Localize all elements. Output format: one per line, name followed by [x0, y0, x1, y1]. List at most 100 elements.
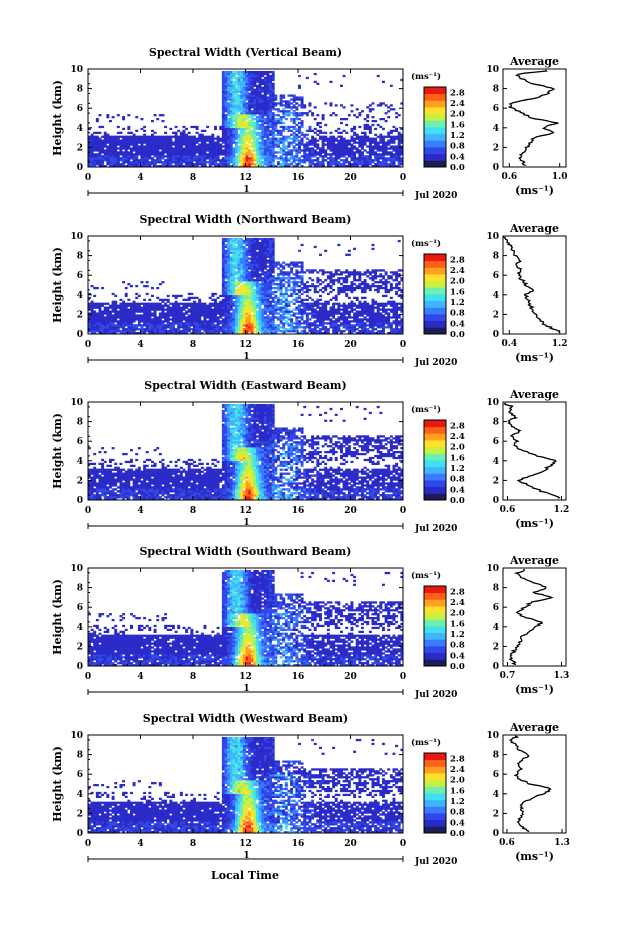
heatmap-cell [282, 304, 286, 307]
heatmap-cell [300, 302, 304, 305]
heatmap-cell [397, 139, 401, 142]
heatmap-cell [379, 118, 383, 121]
heatmap-cell [169, 332, 173, 335]
heatmap-cell [221, 78, 225, 82]
heatmap-cell [109, 143, 112, 146]
heatmap-cell [151, 302, 154, 305]
heatmap-cell [284, 125, 288, 129]
heatmap-cell [235, 147, 238, 150]
heatmap-cell [119, 320, 123, 323]
heatmap-cell [261, 259, 265, 262]
heatmap-cell [227, 265, 231, 268]
heatmap-cell [263, 302, 267, 305]
heatmap-cell [132, 310, 136, 313]
heatmap-cell [282, 332, 286, 335]
heatmap-cell [240, 243, 244, 247]
heatmap-cell [232, 330, 236, 333]
heatmap-cell [261, 165, 265, 168]
heatmap-cell [261, 127, 265, 131]
heatmap-cell [277, 145, 280, 148]
heatmap-cell [109, 322, 112, 325]
heatmap-cell [221, 121, 225, 125]
heatmap-cell [224, 253, 228, 256]
heatmap-cell [164, 143, 168, 146]
heatmap-cell [95, 145, 99, 148]
heatmap-cell [271, 263, 275, 266]
heatmap-cell [376, 123, 380, 127]
heatmap-cell [266, 269, 270, 272]
heatmap-cell [240, 324, 244, 327]
heatmap-cell [229, 159, 233, 162]
heatmap-cell [98, 326, 102, 329]
heatmap-cell [382, 137, 385, 140]
heatmap-cell [363, 127, 367, 131]
heatmap-cell [169, 308, 173, 311]
heatmap-cell [227, 269, 231, 272]
heatmap-cell [208, 163, 212, 166]
heatmap-cell [282, 308, 286, 311]
heatmap-cell [198, 298, 202, 301]
heatmap-cell [316, 312, 320, 315]
heatmap-cell [248, 241, 252, 245]
heatmap-cell [227, 143, 231, 146]
heatmap-cell [397, 159, 401, 162]
heatmap-cell [187, 137, 191, 140]
heatmap-cell [271, 118, 275, 121]
heatmap-cell [116, 125, 120, 129]
heatmap-cell [232, 261, 236, 264]
heatmap-cell [345, 151, 349, 154]
heatmap-cell [145, 328, 149, 331]
heatmap-cell [140, 163, 144, 166]
heatmap-cell [337, 161, 341, 164]
heatmap-cell [295, 263, 299, 266]
heatmap-cell [292, 121, 296, 125]
heatmap-cell [179, 139, 183, 142]
heatmap-cell [227, 292, 231, 296]
heatmap-cell [237, 300, 241, 303]
heatmap-cell [342, 141, 346, 144]
heatmap-cell [179, 147, 183, 150]
heatmap-cell [303, 155, 307, 158]
heatmap-cell [229, 237, 233, 241]
heatmap-cell [295, 147, 299, 150]
heatmap-cell [174, 137, 178, 140]
heatmap-cell [271, 94, 275, 97]
heatmap-cell [258, 273, 262, 276]
heatmap-cell [174, 302, 178, 305]
heatmap-cell [132, 320, 136, 323]
heatmap-cell [245, 102, 249, 105]
heatmap-cell [274, 119, 278, 123]
heatmap-cell [161, 161, 165, 164]
heatmap-cell [319, 125, 322, 129]
heatmap-cell [137, 308, 141, 311]
heatmap-cell [245, 106, 249, 109]
heatmap-cell [143, 332, 147, 335]
heatmap-cell [200, 314, 204, 317]
heatmap-cell [342, 145, 346, 148]
heatmap-cell [93, 332, 97, 335]
heatmap-cell [274, 304, 278, 307]
heatmap-cell [300, 96, 304, 99]
heatmap-cell [227, 149, 231, 152]
heatmap-cell [321, 312, 325, 315]
heatmap-cell [319, 314, 322, 317]
heatmap-cell [347, 161, 351, 164]
heatmap-cell [313, 308, 317, 311]
heatmap-cell [256, 151, 259, 154]
heatmap-cell [256, 147, 259, 150]
heatmap-cell [287, 277, 291, 280]
heatmap-cell [95, 286, 99, 290]
heatmap-cell [266, 86, 270, 89]
heatmap-cell [248, 290, 252, 294]
heatmap-cell [200, 324, 204, 327]
heatmap-cell [298, 84, 301, 87]
heatmap-cell [237, 288, 241, 292]
heatmap-cell [263, 320, 267, 323]
heatmap-cell [387, 159, 391, 162]
heatmap-cell [132, 145, 136, 148]
heatmap-cell [166, 149, 170, 152]
heatmap-cell [253, 123, 257, 127]
heatmap-cell [347, 155, 351, 158]
heatmap-cell [279, 102, 283, 105]
heatmap-cell [195, 302, 199, 305]
